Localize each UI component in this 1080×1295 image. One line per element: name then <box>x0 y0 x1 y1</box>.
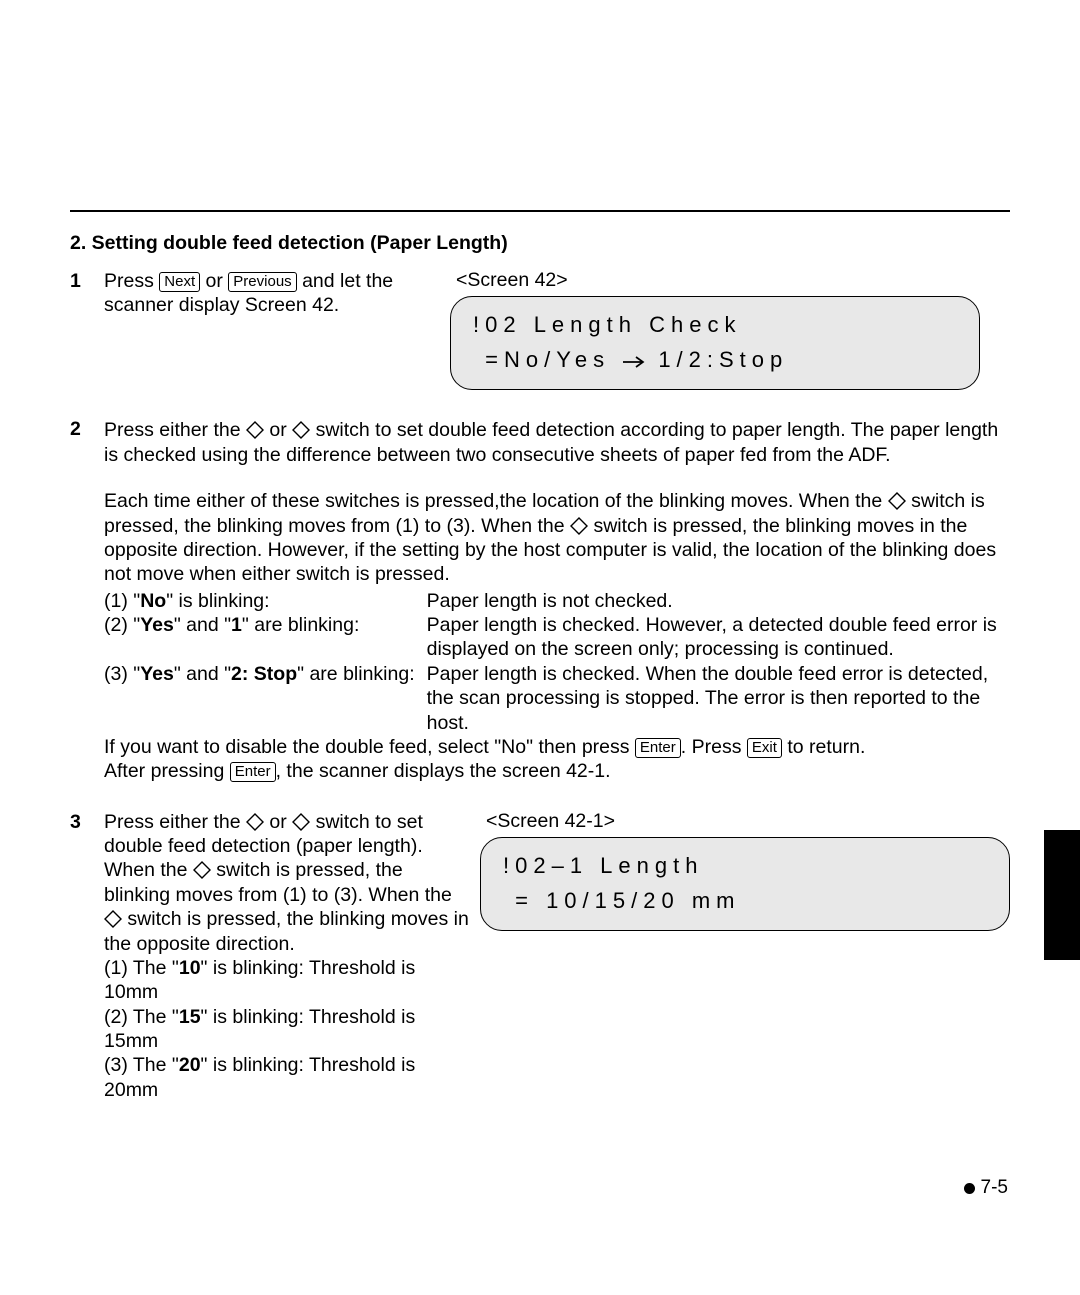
option-label: (1) "No" is blinking: <box>104 589 427 613</box>
lcd-line: !02–1 Length <box>503 848 987 883</box>
text: (2) The " <box>104 1006 179 1028</box>
page-number: 7-5 <box>981 1177 1008 1199</box>
text: Yes <box>140 614 174 636</box>
text: 1/2:Stop <box>646 347 788 372</box>
step1-text: Press Next or Previous and let the scann… <box>104 269 440 318</box>
text: " and " <box>174 663 231 685</box>
lcd-line: = 10/15/20 mm <box>503 883 987 918</box>
page: 2. Setting double feed detection (Paper … <box>0 0 1080 1295</box>
text: 2: Stop <box>231 663 297 685</box>
text: Press <box>104 270 159 292</box>
diamond-right-icon <box>292 421 310 439</box>
lcd-line: =No/Yes 1/2:Stop <box>473 342 957 377</box>
option-label: (2) "Yes" and "1" are blinking: <box>104 613 427 662</box>
diamond-left-icon <box>246 421 264 439</box>
diamond-right-icon <box>193 861 211 879</box>
enter-key: Enter <box>635 738 681 758</box>
next-key: Next <box>159 272 200 292</box>
step2: 2 Press either the or switch to set doub… <box>70 418 1010 783</box>
page-tab-marker <box>1044 830 1080 960</box>
option-desc: Paper length is checked. However, a dete… <box>427 613 1010 662</box>
diamond-left-icon <box>104 910 122 928</box>
text: or <box>200 270 228 292</box>
step2-option-table: (1) "No" is blinking: Paper length is no… <box>104 589 1010 735</box>
text: =No/Yes <box>473 347 622 372</box>
step2-tail2: After pressing Enter, the scanner displa… <box>104 759 1010 783</box>
text: . Press <box>681 736 747 758</box>
step2-para1: Press either the or switch to set double… <box>104 418 1010 467</box>
step3-row: 3 Press either the or switch to set doub… <box>70 810 1010 1103</box>
text: or <box>264 419 292 441</box>
screen-label: <Screen 42-1> <box>486 810 1010 833</box>
dot-icon <box>964 1183 975 1194</box>
step2-para2: Each time either of these switches is pr… <box>104 489 1010 587</box>
text: " and " <box>174 614 231 636</box>
text: (1) The " <box>104 957 179 979</box>
step-number: 1 <box>70 269 104 318</box>
step3-body: Press either the or switch to set double… <box>104 810 470 1103</box>
table-row: (1) "No" is blinking: Paper length is no… <box>104 589 1010 613</box>
text: " are blinking: <box>242 614 360 636</box>
enter-key: Enter <box>230 762 276 782</box>
list-item: (2) The "15" is blinking: Threshold is 1… <box>104 1005 470 1054</box>
text: (3) " <box>104 663 140 685</box>
option-label: (3) "Yes" and "2: Stop" are blinking: <box>104 662 427 735</box>
text: , the scanner displays the screen 42-1. <box>276 760 611 782</box>
text: " is blinking: <box>166 590 269 612</box>
lcd-screen-42: !02 Length Check =No/Yes 1/2:Stop <box>450 296 980 390</box>
text: If you want to disable the double feed, … <box>104 736 635 758</box>
text: 20 <box>179 1054 201 1076</box>
page-footer: 7-5 <box>964 1177 1008 1199</box>
text: (3) The " <box>104 1054 179 1076</box>
step3-sublist: (1) The "10" is blinking: Threshold is 1… <box>104 956 470 1102</box>
lcd-line: !02 Length Check <box>473 307 957 342</box>
lcd-screen-42-1: !02–1 Length = 10/15/20 mm <box>480 837 1010 931</box>
text: 15 <box>179 1006 201 1028</box>
text: Press either the <box>104 419 246 441</box>
text: Press either the <box>104 811 246 833</box>
list-item: (3) The "20" is blinking: Threshold is 2… <box>104 1053 470 1102</box>
step3-para: Press either the or switch to set double… <box>104 810 470 956</box>
previous-key: Previous <box>228 272 296 292</box>
step-number: 3 <box>70 810 104 1103</box>
top-rule <box>70 210 1010 212</box>
table-row: (2) "Yes" and "1" are blinking: Paper le… <box>104 613 1010 662</box>
step-number: 2 <box>70 418 104 783</box>
option-desc: Paper length is not checked. <box>427 589 1010 613</box>
text: 1 <box>231 614 242 636</box>
step2-body: Press either the or switch to set double… <box>104 418 1010 783</box>
text: (2) " <box>104 614 140 636</box>
text: No <box>140 590 166 612</box>
step1-row: 1 Press Next or Previous and let the sca… <box>70 269 1010 390</box>
text: 10 <box>179 957 201 979</box>
table-row: (3) "Yes" and "2: Stop" are blinking: Pa… <box>104 662 1010 735</box>
section-heading: 2. Setting double feed detection (Paper … <box>70 232 1010 255</box>
text: (1) " <box>104 590 140 612</box>
text: Yes <box>140 663 174 685</box>
text: switch is pressed, the blinking moves in… <box>104 908 469 954</box>
text: to return. <box>782 736 865 758</box>
text: After pressing <box>104 760 230 782</box>
text: Each time either of these switches is pr… <box>104 490 888 512</box>
exit-key: Exit <box>747 738 782 758</box>
text: or <box>264 811 292 833</box>
list-item: (1) The "10" is blinking: Threshold is 1… <box>104 956 470 1005</box>
diamond-right-icon <box>888 492 906 510</box>
arrow-right-icon <box>622 355 646 369</box>
text: " are blinking: <box>297 663 415 685</box>
diamond-left-icon <box>570 517 588 535</box>
diamond-right-icon <box>292 813 310 831</box>
diamond-left-icon <box>246 813 264 831</box>
option-desc: Paper length is checked. When the double… <box>427 662 1010 735</box>
step2-tail1: If you want to disable the double feed, … <box>104 735 1010 759</box>
screen-label: <Screen 42> <box>456 269 1010 292</box>
